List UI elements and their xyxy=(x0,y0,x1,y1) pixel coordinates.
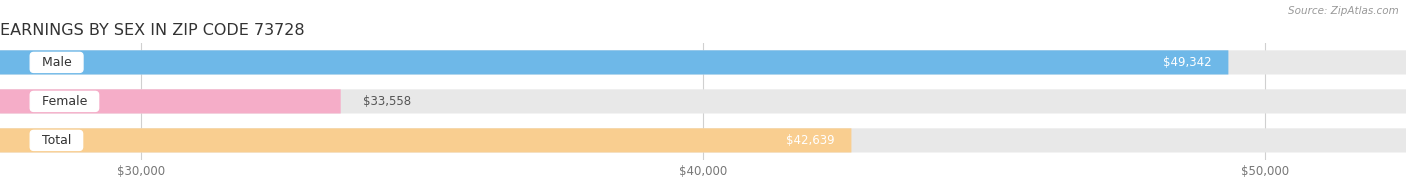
FancyBboxPatch shape xyxy=(0,128,852,152)
Text: $33,558: $33,558 xyxy=(363,95,412,108)
Text: Female: Female xyxy=(34,95,96,108)
FancyBboxPatch shape xyxy=(0,128,1406,152)
FancyBboxPatch shape xyxy=(0,89,340,113)
Text: $42,639: $42,639 xyxy=(786,134,835,147)
Text: EARNINGS BY SEX IN ZIP CODE 73728: EARNINGS BY SEX IN ZIP CODE 73728 xyxy=(0,23,305,38)
FancyBboxPatch shape xyxy=(0,89,1406,113)
FancyBboxPatch shape xyxy=(0,50,1229,74)
Text: Male: Male xyxy=(34,56,80,69)
FancyBboxPatch shape xyxy=(0,50,1406,74)
Text: $49,342: $49,342 xyxy=(1163,56,1212,69)
Text: Total: Total xyxy=(34,134,79,147)
Text: Source: ZipAtlas.com: Source: ZipAtlas.com xyxy=(1288,6,1399,16)
